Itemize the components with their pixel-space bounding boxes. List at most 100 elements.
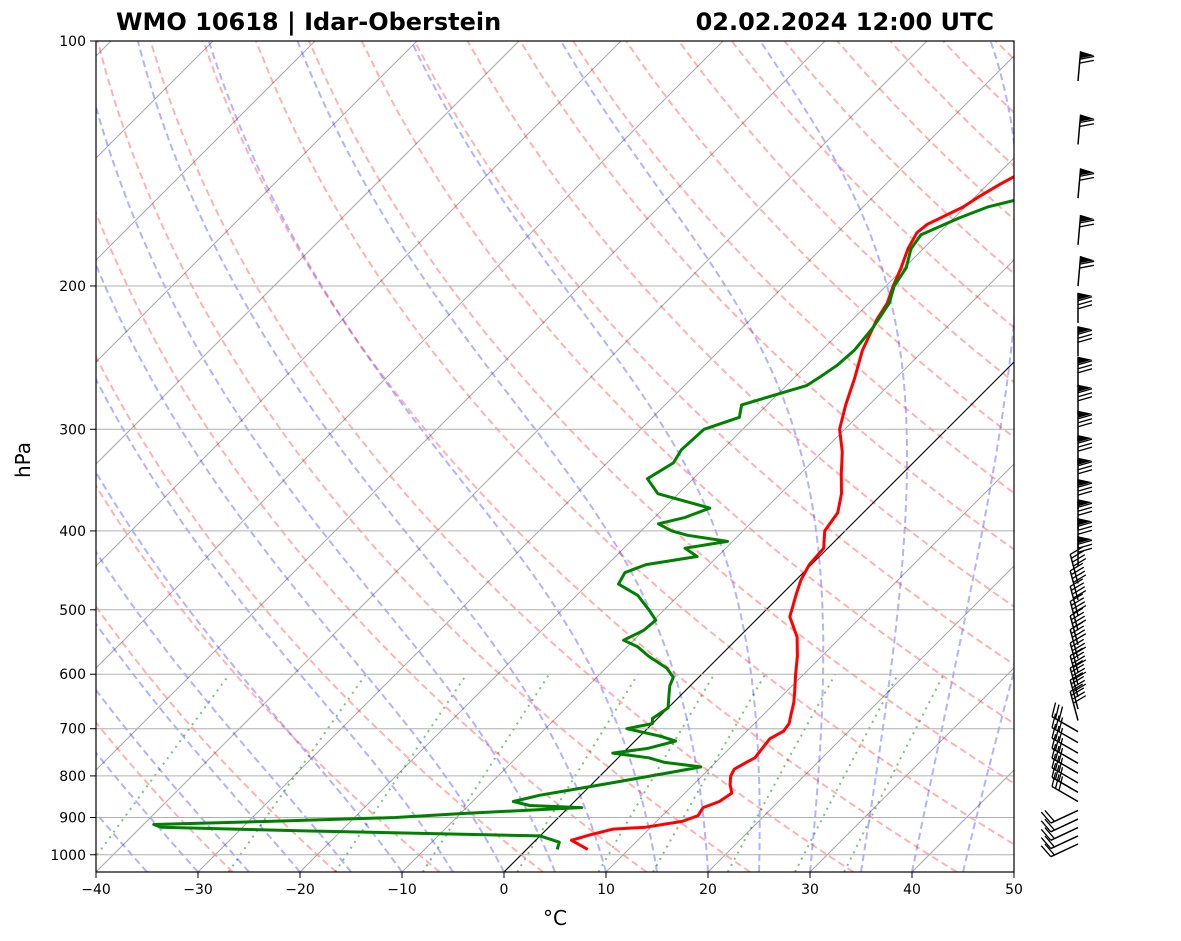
sounding-series xyxy=(152,174,1014,851)
wind-barb xyxy=(1040,826,1079,841)
wind-barb xyxy=(1051,702,1079,733)
dry-adiabat xyxy=(836,41,1014,221)
wind-barb xyxy=(1051,753,1079,784)
moist-adiabat xyxy=(1013,868,1014,872)
wind-barb xyxy=(1077,292,1093,323)
mixing-ratio-line xyxy=(227,673,367,872)
plot-area xyxy=(0,41,1014,872)
mixing-ratio-line xyxy=(726,673,837,872)
wind-barb xyxy=(1077,536,1093,567)
mixing-ratio-line xyxy=(652,673,767,872)
x-tick-label: 20 xyxy=(699,882,717,898)
dry-adiabat xyxy=(255,41,1014,846)
y-tick-label: 200 xyxy=(59,279,86,295)
mixing-ratio-line xyxy=(794,673,899,872)
isotherm-lines xyxy=(0,41,1014,872)
dry-adiabat xyxy=(96,41,751,872)
mixing-ratio-line xyxy=(597,673,716,872)
moist-adiabat xyxy=(207,41,658,872)
y-tick-label: 100 xyxy=(59,34,86,50)
moist-adiabat xyxy=(136,41,607,872)
dry-adiabat xyxy=(96,210,648,872)
x-tick-label: 30 xyxy=(801,882,819,898)
isotherm-line xyxy=(401,259,1014,872)
x-tick-label: 50 xyxy=(1005,882,1023,898)
x-tick-label: −10 xyxy=(387,882,417,898)
dry-adiabat xyxy=(96,483,441,872)
wind-barb xyxy=(1077,479,1093,510)
wind-barb xyxy=(1040,818,1079,833)
moist-adiabat xyxy=(96,103,556,872)
dry-adiabat xyxy=(519,41,1014,551)
isotherm-line xyxy=(1013,871,1014,872)
dry-adiabat xyxy=(413,41,1014,666)
y-tick-label: 600 xyxy=(59,667,86,683)
wind-barb xyxy=(1077,384,1093,415)
dry-adiabat xyxy=(202,41,958,872)
wind-barb xyxy=(1077,214,1095,245)
mixing-ratio-lines xyxy=(96,673,945,872)
isotherm-line xyxy=(605,463,1014,872)
x-axis-label: °C xyxy=(543,906,567,930)
plot-frame xyxy=(95,40,1015,873)
moist-adiabat xyxy=(96,550,352,872)
wind-barb xyxy=(1051,734,1079,764)
isotherm-line xyxy=(707,565,1014,872)
moist-adiabat xyxy=(96,377,454,872)
wind-barb xyxy=(1069,578,1087,616)
dry-adiabat xyxy=(677,41,1014,384)
chart-title: WMO 10618 | Idar-Oberstein xyxy=(116,8,501,36)
x-tick-label: 0 xyxy=(500,882,509,898)
dry-adiabat xyxy=(625,41,1014,439)
wind-barb xyxy=(1051,772,1079,803)
isotherm-line xyxy=(911,769,1014,872)
x-tick-label: −20 xyxy=(285,882,315,898)
x-tick-label: 10 xyxy=(597,882,615,898)
moist-adiabat xyxy=(759,41,908,872)
wind-barb xyxy=(1051,763,1079,793)
wind-barb xyxy=(1040,809,1079,824)
wind-barb xyxy=(1077,256,1095,287)
isotherm-line xyxy=(299,157,1014,872)
y-axis-label: hPa xyxy=(11,442,35,478)
dry-adiabat xyxy=(96,720,234,872)
wind-barb xyxy=(1051,743,1079,774)
chart-datetime: 02.02.2024 12:00 UTC xyxy=(696,8,994,36)
moist-adiabat xyxy=(96,470,403,872)
isotherm-line xyxy=(96,41,928,872)
isotherm-line xyxy=(96,41,622,567)
wind-barb xyxy=(1051,723,1079,754)
moist-adiabat xyxy=(962,667,1014,872)
moist-adiabats xyxy=(96,41,1014,872)
x-axis-ticks: −40 −30 −20 −10 0 10 20 30 40 50 xyxy=(81,872,1023,898)
isotherm-line xyxy=(0,41,9,872)
isotherm-line xyxy=(96,41,316,261)
dry-adiabat xyxy=(96,604,337,872)
moist-adiabat xyxy=(560,41,825,872)
isotherm-line xyxy=(96,41,418,363)
wind-barb xyxy=(1069,593,1087,631)
x-tick-label: 40 xyxy=(903,882,921,898)
moist-adiabat xyxy=(296,41,709,872)
wind-barb xyxy=(1077,326,1093,357)
y-axis-ticks: 100 200 300 400 500 600 700 800 900 1000 xyxy=(50,34,96,864)
dry-adiabat xyxy=(360,41,1014,725)
isotherm-line xyxy=(96,41,520,465)
wind-barb xyxy=(1040,843,1079,858)
mixing-ratio-line xyxy=(334,673,468,872)
wind-barb xyxy=(1069,562,1087,600)
isotherm-line xyxy=(197,55,1014,872)
y-tick-label: 900 xyxy=(59,811,86,827)
wind-barbs xyxy=(1040,51,1095,858)
moist-adiabat xyxy=(410,41,761,872)
dry-adiabat xyxy=(730,41,1014,329)
dry-adiabat xyxy=(466,41,1014,608)
moist-adiabat xyxy=(911,41,1014,872)
y-tick-label: 400 xyxy=(59,524,86,540)
y-tick-label: 700 xyxy=(59,722,86,738)
isotherm-line xyxy=(96,41,826,771)
x-tick-label: −40 xyxy=(81,882,111,898)
wind-barb xyxy=(1040,835,1079,850)
dry-adiabat xyxy=(783,41,1014,275)
y-tick-label: 500 xyxy=(59,603,86,619)
